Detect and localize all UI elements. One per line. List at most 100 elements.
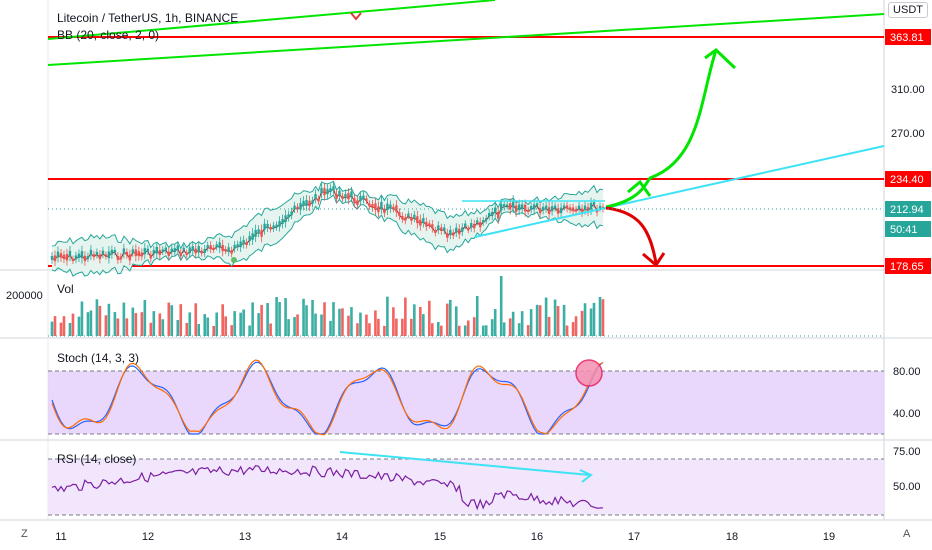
candle (158, 250, 162, 255)
projection-up-path (605, 49, 718, 209)
candle (482, 220, 485, 223)
candle (341, 196, 344, 199)
price-badge-label: 50:41 (890, 224, 918, 236)
candle (344, 194, 347, 199)
candle (62, 254, 66, 260)
candle (92, 254, 96, 258)
volume-bar (62, 316, 66, 336)
volume-bar (571, 322, 575, 336)
volume-bar (580, 310, 584, 336)
volume-bar (233, 311, 236, 336)
volume-bar (598, 296, 602, 336)
volume-bar (347, 315, 350, 336)
candle (362, 195, 365, 200)
candle (470, 223, 473, 228)
candle (449, 230, 452, 235)
currency-selector[interactable]: USDT (888, 2, 928, 18)
candle (65, 254, 69, 261)
price-axis-label: 270.00 (891, 128, 925, 140)
candle (233, 244, 236, 249)
rsi-axis-label: 50.00 (893, 481, 921, 493)
volume-bar (206, 317, 210, 336)
candle (374, 203, 377, 210)
volume-bar (239, 312, 242, 336)
candle (338, 190, 341, 196)
candle (236, 244, 239, 248)
volume-bar (368, 323, 371, 336)
volume-bar (466, 320, 470, 336)
time-axis-label: 19 (823, 531, 835, 543)
volume-bar (338, 308, 341, 336)
volume-bar (332, 302, 335, 336)
candle (323, 188, 326, 196)
candle (517, 204, 521, 211)
price-badge (885, 258, 931, 274)
candle (511, 200, 515, 208)
candle (320, 187, 323, 194)
volume-bar (475, 296, 479, 336)
bollinger-upper-line (51, 180, 604, 250)
volume-bar (448, 299, 452, 336)
candle (377, 206, 380, 213)
volume-bar (547, 316, 551, 336)
rsi-axis-label: 75.00 (893, 446, 921, 458)
volume-bar (413, 304, 416, 336)
rsi-legend: RSI (14, close) (57, 452, 137, 466)
candle (197, 246, 200, 253)
volume-bar (212, 325, 216, 336)
volume-bar (77, 316, 81, 336)
volume-bar (266, 303, 269, 336)
stoch-legend: Stoch (14, 3, 3) (57, 351, 140, 365)
candle (359, 195, 362, 202)
volume-bar (167, 302, 171, 336)
volume-bar (535, 304, 539, 336)
volume-bar (544, 297, 548, 336)
candle (425, 221, 428, 227)
candle (176, 245, 179, 251)
volume-bar (520, 311, 524, 336)
candle (152, 250, 156, 255)
volume-bar (538, 305, 542, 336)
candle (547, 207, 551, 215)
candle (86, 255, 90, 259)
candle (502, 204, 506, 208)
volume-bar (350, 307, 353, 336)
price-badge-label: 212.94 (890, 204, 924, 216)
bollinger-lower-line (51, 194, 604, 277)
candle (329, 188, 332, 192)
candle (137, 251, 141, 257)
candle (479, 222, 482, 228)
volume-bar (284, 298, 287, 336)
candle (83, 255, 87, 262)
candle (188, 247, 191, 254)
candle (77, 253, 81, 258)
candle (296, 206, 299, 210)
time-axis-label: 15 (434, 531, 446, 543)
volume-bar (116, 318, 120, 336)
volume-bar (89, 310, 93, 336)
candle (182, 247, 185, 250)
volume-bar (251, 302, 254, 336)
candle (179, 252, 182, 257)
volume-bar (395, 318, 398, 336)
volume-bar (592, 302, 596, 336)
volume-bar (305, 305, 308, 336)
candle (317, 198, 320, 202)
candle (556, 208, 560, 214)
zoom-button[interactable]: Z (21, 528, 28, 540)
candle (404, 217, 407, 221)
auto-scale-button[interactable]: A (903, 528, 911, 540)
candle (589, 202, 593, 210)
candle (580, 208, 584, 214)
candle (299, 203, 302, 210)
candle (332, 186, 335, 191)
candle (116, 255, 120, 260)
time-axis-label: 14 (336, 531, 348, 543)
volume-bar (401, 318, 404, 336)
candle (583, 205, 587, 211)
volume-bar (149, 322, 153, 336)
volume-bar (508, 318, 512, 336)
candle (311, 200, 314, 204)
volume-bar (125, 318, 129, 336)
